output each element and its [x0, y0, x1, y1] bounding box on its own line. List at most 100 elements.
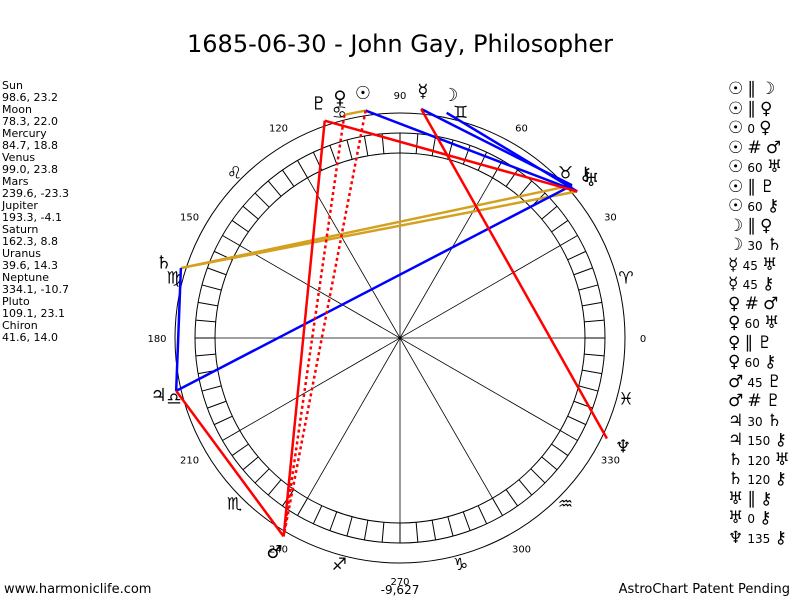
aspect-asp: ∥	[744, 332, 754, 353]
aspect-p1: ☿	[728, 274, 739, 294]
aspect-asp: #	[747, 137, 762, 158]
degree-label: 120	[269, 124, 288, 135]
planet-name-moon: Moon	[2, 103, 32, 116]
planet-value-sun: 98.6, 23.2	[2, 91, 58, 104]
center-readout: -9,627	[381, 583, 420, 597]
zodiac-sign-glyph: ♓	[618, 390, 633, 410]
aspect-row: ☽ ∥ ♀	[728, 215, 800, 237]
planet-name-chiron: Chiron	[2, 319, 38, 332]
aspect-row: ♂ # ♇	[728, 391, 800, 412]
planet-value-moon: 78.3, 22.0	[2, 115, 58, 128]
aspect-asp: 150	[747, 434, 771, 448]
aspect-p1: ♀	[728, 293, 741, 314]
aspect-p2: ♂	[762, 293, 779, 314]
aspect-asp: 60	[744, 317, 760, 331]
aspect-line	[324, 119, 578, 193]
aspect-asp: 120	[747, 453, 771, 468]
aspect-asp: 60	[744, 356, 760, 370]
planet-value-mars: 239.6, -23.3	[2, 187, 69, 200]
planet-value-mercury: 84.7, 18.8	[2, 139, 58, 152]
aspect-p2: ⚷	[774, 527, 787, 548]
aspect-row: ☉ 60 ⚷	[728, 196, 800, 217]
aspect-row: ♅ 0 ⚷	[728, 508, 800, 529]
degree-label: 300	[512, 544, 531, 555]
degree-label: 90	[394, 91, 407, 102]
degree-tick	[530, 468, 546, 484]
planet-glyph-neptune: ♆	[615, 436, 631, 457]
degree-tick	[431, 520, 437, 540]
aspect-row: ☉ ∥ ♇	[728, 176, 800, 198]
aspect-asp: 60	[747, 200, 763, 214]
website-link[interactable]: www.harmoniclife.com	[4, 582, 152, 597]
degree-tick	[267, 180, 282, 197]
degree-label: 150	[180, 213, 199, 224]
aspect-table: ☉ ∥ ☽ ☉ ∥ ♀ ☉ 0 ♀ ☉ # ♂ ☉ 60 ♅ ☉ ∥ ♇ ☉ 60 ⚷ ☽ ∥…	[728, 79, 800, 549]
aspect-asp: 45	[747, 375, 763, 390]
aspect-row: ♀ 60 ♅	[728, 313, 800, 334]
aspect-line	[175, 184, 573, 393]
degree-label: 30	[604, 213, 617, 224]
degree-tick	[582, 301, 602, 307]
degree-tick	[431, 136, 437, 156]
aspect-line	[282, 120, 326, 537]
degree-tick	[222, 235, 241, 246]
degree-tick	[505, 169, 518, 187]
aspect-p2: ☽	[760, 79, 776, 99]
aspect-p1: ♄	[728, 469, 744, 489]
planet-glyph-mercury: ☿	[417, 81, 428, 102]
planet-name-mars: Mars	[2, 175, 29, 188]
degree-tick	[567, 250, 587, 261]
aspect-p1: ☽	[728, 215, 744, 236]
planet-name-jupiter: Jupiter	[2, 199, 38, 212]
degree-tick	[282, 169, 295, 187]
aspect-p1: ♅	[728, 508, 744, 528]
degree-tick	[242, 456, 259, 471]
aspect-p1: ☉	[728, 137, 744, 158]
aspect-p2: ♅	[766, 157, 783, 177]
aspect-row: ♀ # ♂	[728, 293, 800, 315]
degree-tick	[578, 284, 599, 291]
planet-name-uranus: Uranus	[2, 247, 41, 260]
aspect-asp: 0	[747, 122, 756, 136]
aspect-p2: ♀	[759, 118, 772, 138]
degree-tick	[363, 136, 369, 156]
planet-glyph-saturn: ♄	[156, 253, 172, 274]
aspect-p2: ⚷	[764, 352, 777, 372]
aspect-row: ♆ 135 ⚷	[728, 527, 800, 549]
aspect-p2: ⚷	[760, 488, 773, 509]
aspect-p1: ☽	[728, 235, 744, 255]
degree-tick	[346, 139, 353, 160]
planet-name-pluto: Pluto	[2, 295, 30, 308]
aspect-row: ☽ 30 ♄	[728, 235, 800, 256]
aspect-p2: ♇	[765, 391, 782, 411]
aspect-p2: ⚷	[759, 508, 772, 528]
aspect-asp: 45	[742, 258, 758, 273]
degree-tick	[551, 220, 569, 233]
degree-tick	[213, 415, 233, 426]
aspect-p2: ⚷	[774, 469, 787, 489]
degree-tick	[231, 443, 249, 456]
degree-tick	[297, 497, 308, 516]
aspect-row: ☿ 45 ⚷	[728, 274, 800, 295]
planet-glyph-mars: ♂	[266, 542, 282, 563]
aspect-p2: ⚷	[766, 196, 780, 216]
planet-glyph-uranus: ♅	[583, 170, 599, 191]
zodiac-sign-glyph: ♋	[332, 103, 347, 123]
planet-name-mercury: Mercury	[2, 127, 47, 140]
aspect-asp: 30	[747, 414, 763, 429]
aspect-asp: ∥	[747, 79, 756, 99]
degree-tick	[567, 415, 587, 426]
aspect-row: ☿ 45 ♅	[728, 255, 800, 276]
aspect-p1: ☉	[728, 98, 744, 119]
planet-value-jupiter: 193.3, -4.1	[2, 211, 62, 224]
zodiac-sign-glyph: ♍	[166, 268, 181, 288]
aspect-line	[180, 184, 573, 270]
planet-name-sun: Sun	[2, 79, 23, 92]
degree-tick	[201, 284, 222, 291]
aspect-asp: 135	[747, 531, 771, 546]
aspect-p1: ♅	[728, 488, 744, 509]
aspect-asp: ∥	[747, 176, 756, 197]
aspect-asp: 45	[742, 278, 758, 292]
degree-tick	[518, 180, 533, 197]
aspect-line	[282, 110, 367, 537]
